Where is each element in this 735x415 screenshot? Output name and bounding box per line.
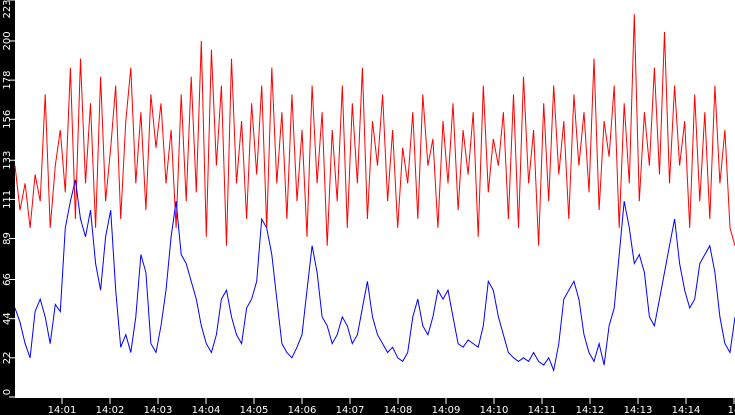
x-tick-label: 14:10 — [480, 405, 509, 415]
x-tick-label: 14:09 — [432, 405, 461, 415]
plot-area — [15, 0, 735, 398]
y-axis: 0 22 44 66 89 111 133 156 178 200 223 — [2, 0, 15, 398]
x-tick-label: 14:14 — [672, 405, 701, 415]
y-tick-label: 22 — [2, 351, 13, 364]
y-tick-label: 111 — [2, 190, 13, 209]
y-tick-label: 66 — [2, 273, 13, 286]
x-tick-label: 14 — [728, 405, 735, 415]
series-layer — [14, 14, 735, 373]
x-tick-label: 14:11 — [528, 405, 557, 415]
x-tick-label: 14:13 — [624, 405, 653, 415]
x-tick-label: 14:03 — [144, 405, 173, 415]
y-tick-label: 44 — [2, 312, 13, 325]
x-tick-label: 14:06 — [288, 405, 317, 415]
y-tick-label: 133 — [2, 151, 13, 170]
y-tick-label: 200 — [2, 31, 13, 50]
y-tick-label: 0 — [2, 389, 13, 395]
x-tick-label: 14:08 — [384, 405, 413, 415]
series-line-0 — [14, 14, 735, 246]
x-tick-label: 14:07 — [336, 405, 365, 415]
y-tick-label: 89 — [2, 232, 13, 245]
x-tick-label: 14:04 — [192, 405, 221, 415]
x-tick-label: 14:01 — [48, 405, 77, 415]
y-tick-label: 223 — [2, 0, 13, 19]
x-tick-label: 14:12 — [576, 405, 605, 415]
x-axis: 14:01 14:02 14:03 14:04 14:05 14:06 14:07 14:08… — [48, 398, 735, 415]
y-tick-label: 156 — [2, 110, 13, 129]
x-tick-label: 14:02 — [96, 405, 125, 415]
y-tick-label: 178 — [2, 71, 13, 90]
x-tick-label: 14:05 — [240, 405, 269, 415]
series-line-1 — [14, 179, 735, 373]
